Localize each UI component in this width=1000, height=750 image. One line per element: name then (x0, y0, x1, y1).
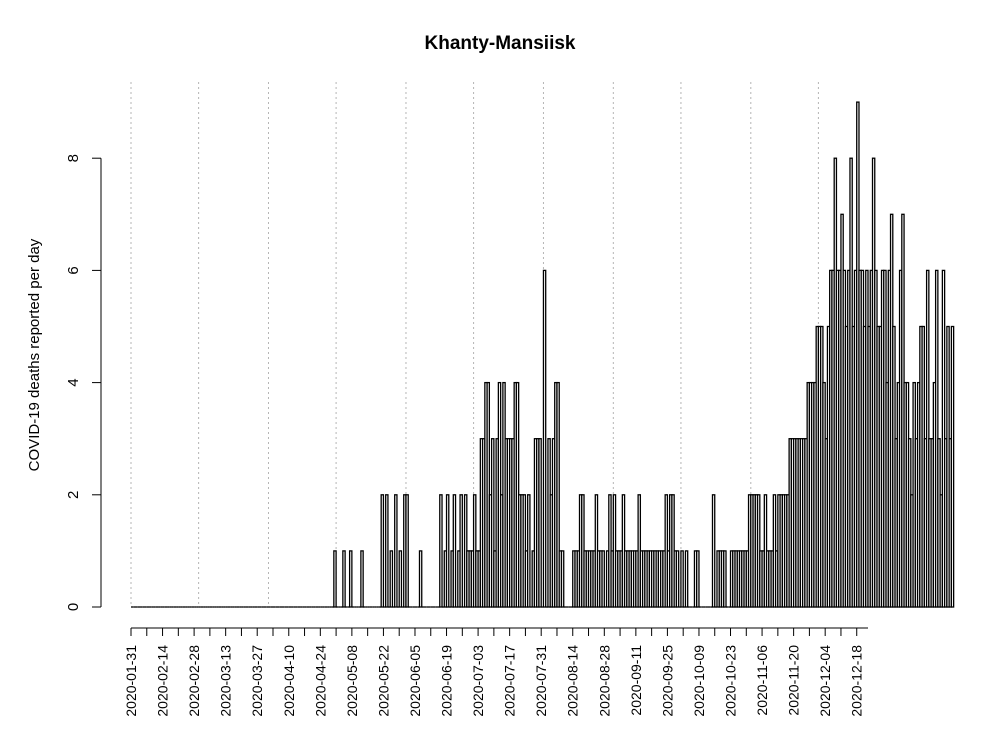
bar (542, 269, 547, 608)
bar (389, 550, 394, 608)
x-tick-label: 2020-04-10 (281, 645, 297, 717)
y-tick-label: 0 (65, 603, 82, 611)
bar (445, 494, 450, 608)
bar (680, 550, 684, 608)
x-axis: 2020-01-31 2020-02-14 2020-02-28 2020-03-13… (123, 627, 868, 717)
x-tick-label: 2020-05-22 (375, 645, 391, 717)
bar (418, 550, 423, 608)
bar (538, 438, 542, 608)
x-tick-label: 2020-08-28 (596, 645, 612, 717)
y-tick-label: 6 (65, 266, 82, 274)
x-tick-label: 2020-04-24 (312, 645, 328, 717)
bar (452, 494, 457, 608)
bar (385, 494, 389, 608)
bar (459, 494, 463, 608)
x-tick-label: 2020-06-19 (439, 645, 455, 717)
y-tick-label: 4 (65, 378, 82, 386)
bar (333, 550, 337, 608)
bar (711, 494, 716, 608)
x-tick-label: 2020-11-06 (754, 645, 770, 716)
x-tick-label: 2020-02-28 (186, 645, 202, 717)
x-tick-label: 2020-09-11 (628, 645, 644, 716)
x-tick-label: 2020-11-20 (786, 645, 802, 716)
y-axis: 0 2 4 6 8 (65, 154, 102, 611)
bar (601, 550, 605, 608)
bar (556, 381, 560, 608)
x-tick-label: 2020-01-31 (123, 645, 139, 717)
x-tick-label: 2020-05-08 (344, 645, 360, 717)
x-tick-label: 2020-07-31 (533, 645, 549, 717)
bar (405, 494, 409, 608)
bar (439, 494, 443, 608)
bar (394, 494, 398, 608)
x-tick-label: 2020-07-03 (470, 645, 486, 717)
bars (131, 101, 955, 608)
bar (380, 494, 385, 608)
x-tick-label: 2020-03-13 (218, 645, 234, 717)
bar (490, 438, 495, 608)
bar (696, 550, 700, 608)
bar (560, 550, 565, 608)
x-tick-label: 2020-08-14 (565, 645, 581, 717)
x-tick-label: 2020-02-14 (155, 645, 171, 717)
x-tick-label: 2020-09-25 (659, 645, 675, 717)
bar (348, 550, 353, 608)
bar (950, 325, 955, 608)
y-tick-label: 8 (65, 154, 82, 162)
bar (723, 550, 727, 608)
chart-title: Khanty-Mansiisk (425, 33, 576, 54)
x-tick-label: 2020-06-05 (407, 645, 423, 717)
x-tick-label: 2020-03-27 (249, 645, 265, 717)
bar (684, 550, 689, 608)
x-tick-label: 2020-10-23 (723, 645, 739, 717)
x-tick-label: 2020-10-09 (691, 645, 707, 717)
bar (675, 550, 680, 608)
bar (398, 550, 403, 608)
x-tick-label: 2020-12-04 (817, 645, 833, 717)
bar (360, 550, 364, 608)
bar (527, 494, 531, 608)
y-tick-label: 2 (65, 491, 82, 499)
y-axis-label: COVID-19 deaths reported per day (26, 238, 43, 471)
bar (342, 550, 346, 608)
x-tick-label: 2020-12-18 (849, 645, 865, 717)
x-tick-label: 2020-07-17 (502, 645, 518, 717)
